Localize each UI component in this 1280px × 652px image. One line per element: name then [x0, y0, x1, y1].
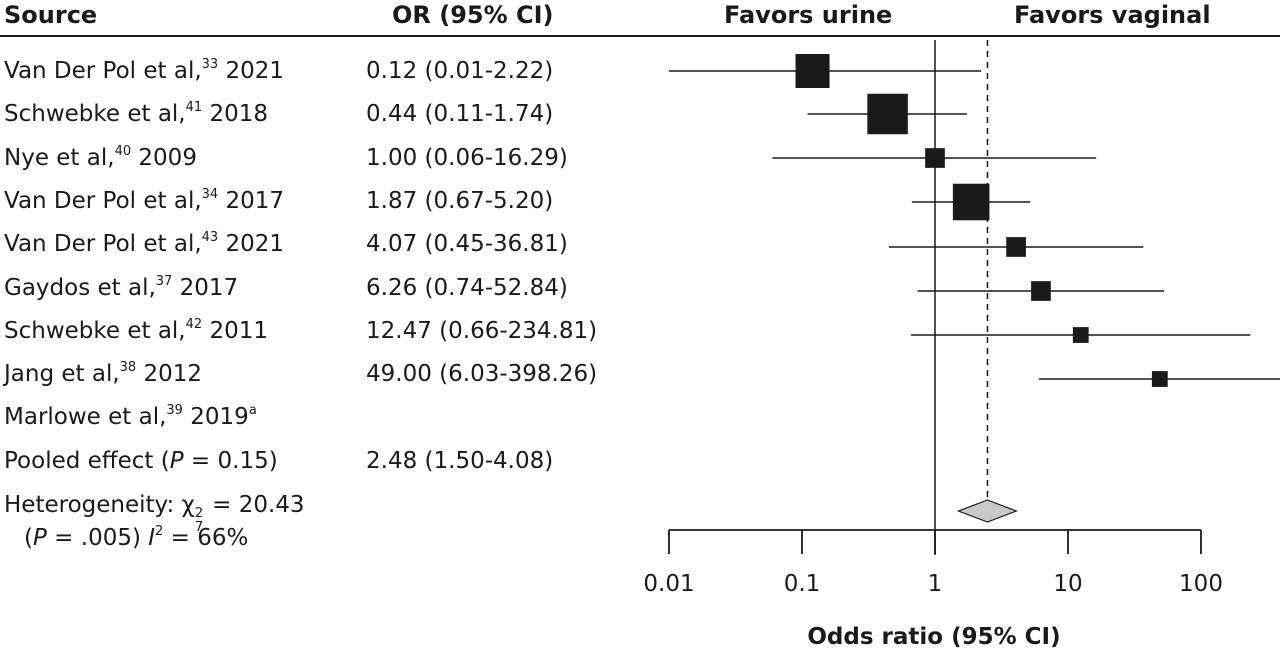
point-estimate-square — [867, 93, 908, 135]
favors-vaginal-label: Favors vaginal — [1014, 1, 1211, 29]
study-source: Jang et al,38 2012 — [4, 360, 203, 387]
pooled-diamond — [956, 499, 1018, 523]
heterogeneity-line-2: (P = .005) I2 = 66% — [24, 524, 249, 551]
study-source: Van Der Pol et al,43 2021 — [4, 230, 285, 257]
study-or: 4.07 (0.45-36.81) — [366, 231, 568, 257]
point-estimate-square — [925, 148, 945, 168]
x-axis-label: Odds ratio (95% CI) — [807, 624, 1060, 650]
pooled-effect-label: Pooled effect (P = 0.15) — [4, 448, 278, 474]
x-tick-label: 10 — [1053, 571, 1082, 597]
x-tick-label: 0.1 — [784, 571, 821, 597]
point-estimate-square — [1151, 371, 1168, 387]
study-source: Van Der Pol et al,34 2017 — [4, 187, 285, 214]
point-estimate-square — [1072, 327, 1089, 343]
study-source: Nye et al,40 2009 — [4, 144, 197, 171]
study-or: 1.87 (0.67-5.20) — [366, 188, 554, 214]
column-header-source: Source — [4, 1, 98, 29]
study-source: Van Der Pol et al,33 2021 — [4, 57, 285, 84]
header-rule — [0, 35, 1280, 37]
favors-urine-label: Favors urine — [724, 1, 893, 29]
study-source: Schwebke et al,41 2018 — [4, 100, 269, 127]
point-estimate-square — [952, 183, 990, 221]
x-tick-label: 1 — [928, 571, 943, 597]
study-or: 6.26 (0.74-52.84) — [366, 275, 568, 301]
study-or: 0.44 (0.11-1.74) — [366, 101, 554, 127]
pooled-or: 2.48 (1.50-4.08) — [366, 448, 554, 474]
study-source: Marlowe et al,39 2019a — [4, 403, 257, 430]
study-or: 12.47 (0.66-234.81) — [366, 318, 598, 344]
study-source: Schwebke et al,42 2011 — [4, 317, 269, 344]
study-or: 1.00 (0.06-16.29) — [366, 145, 568, 171]
point-estimate-square — [795, 54, 830, 88]
study-or: 0.12 (0.01-2.22) — [366, 58, 554, 84]
study-or: 49.00 (6.03-398.26) — [366, 361, 598, 387]
point-estimate-square — [1031, 281, 1051, 301]
point-estimate-square — [1006, 237, 1026, 257]
study-source: Gaydos et al,37 2017 — [4, 274, 239, 301]
column-header-or: OR (95% CI) — [392, 1, 554, 29]
x-tick-label: 100 — [1179, 571, 1223, 597]
x-tick-label: 0.01 — [643, 571, 694, 597]
